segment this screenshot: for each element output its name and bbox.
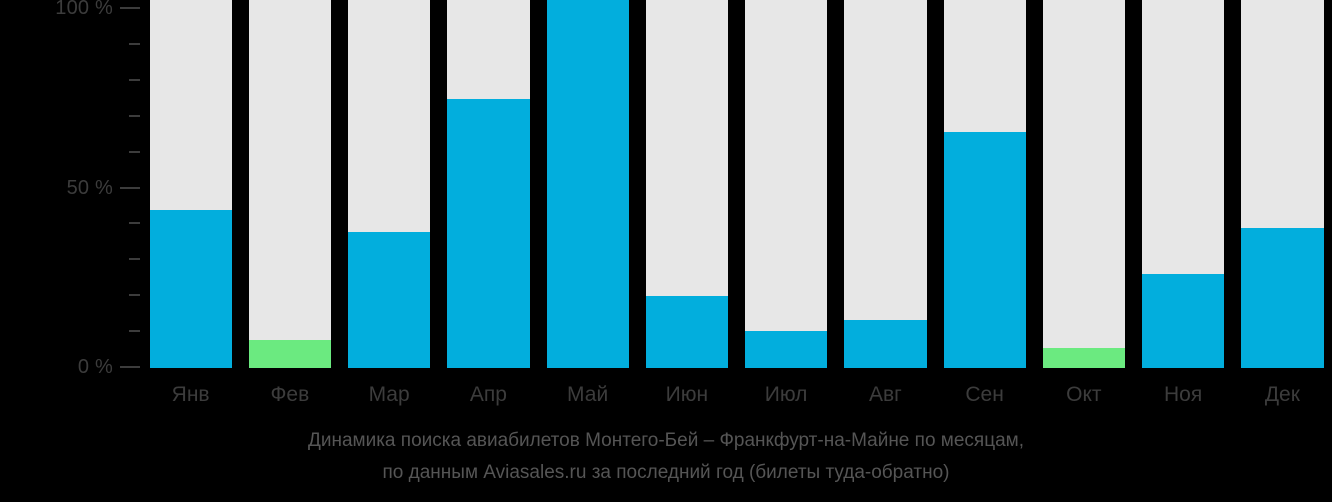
y-axis-tick-mark [129, 258, 140, 261]
bar-track [745, 0, 828, 368]
y-axis-tick-label: 0 % [77, 356, 113, 378]
y-axis-tick-label: 100 % [55, 0, 113, 19]
y-axis-tick-mark [129, 330, 140, 333]
y-axis-tick-mark [129, 42, 140, 45]
chart-caption: Динамика поиска авиабилетов Монтего-Бей … [0, 425, 1332, 489]
bar-track [248, 0, 331, 368]
bar-column[interactable] [149, 0, 232, 368]
bar-value-fill [745, 331, 828, 368]
x-axis-label-фев: Фев [270, 383, 310, 406]
bar-column[interactable] [844, 0, 927, 368]
bar-value-fill [447, 99, 530, 368]
x-axis-label-окт: Окт [1066, 383, 1102, 406]
bar-value-fill [546, 0, 629, 368]
bar-value-fill [844, 320, 927, 368]
x-axis-label-май: Май [567, 383, 609, 406]
x-axis-label-ноя: Ноя [1164, 383, 1203, 406]
x-axis: Янв Фев Мар Апр Май Июн Июл Авг Сен Окт Ноя Дек [141, 368, 1332, 420]
bar-value-fill [248, 340, 331, 368]
bar-value-fill [348, 231, 431, 368]
x-axis-label-мар: Мар [368, 383, 410, 406]
bar-track [844, 0, 927, 368]
x-axis-label-сен: Сен [965, 383, 1004, 406]
bar-value-fill [943, 132, 1026, 368]
x-axis-label-янв: Янв [171, 383, 210, 406]
bar-column[interactable] [1241, 0, 1324, 368]
bar-column[interactable] [546, 0, 629, 368]
x-axis-label-апр: Апр [469, 383, 507, 406]
y-axis-tick-mark [120, 186, 140, 189]
bar-value-fill [645, 296, 728, 368]
y-axis-tick-label: 50 % [66, 176, 113, 199]
y-axis-tick-mark [129, 114, 140, 117]
y-axis: 100 % 50 % 0 % [0, 0, 141, 380]
y-axis-tick-mark [129, 294, 140, 297]
y-axis-tick-mark [129, 222, 140, 225]
y-axis-tick-mark [120, 366, 140, 368]
bar-column[interactable] [1142, 0, 1225, 368]
bar-track [1042, 0, 1125, 368]
bar-value-fill [1042, 347, 1125, 368]
x-axis-label-дек: Дек [1264, 383, 1300, 406]
y-axis-tick-mark [129, 150, 140, 153]
bar-column[interactable] [1042, 0, 1125, 368]
caption-line-2: по данным Aviasales.ru за последний год … [382, 462, 950, 483]
bar-value-fill [1241, 228, 1324, 368]
bar-column[interactable] [645, 0, 728, 368]
bar-value-fill [1142, 274, 1225, 368]
y-axis-tick-mark [120, 7, 140, 9]
x-axis-label-авг: Авг [868, 383, 902, 406]
x-axis-label-июн: Июн [665, 383, 709, 406]
bar-column[interactable] [248, 0, 331, 368]
bar-column[interactable] [943, 0, 1026, 368]
plot-area [141, 0, 1332, 368]
y-axis-tick-mark [129, 78, 140, 81]
bar-column[interactable] [348, 0, 431, 368]
bar-column[interactable] [745, 0, 828, 368]
bar-value-fill [149, 209, 232, 368]
x-axis-label-июл: Июл [764, 383, 808, 406]
bar-column[interactable] [447, 0, 530, 368]
caption-line-1: Динамика поиска авиабилетов Монтего-Бей … [307, 430, 1025, 451]
